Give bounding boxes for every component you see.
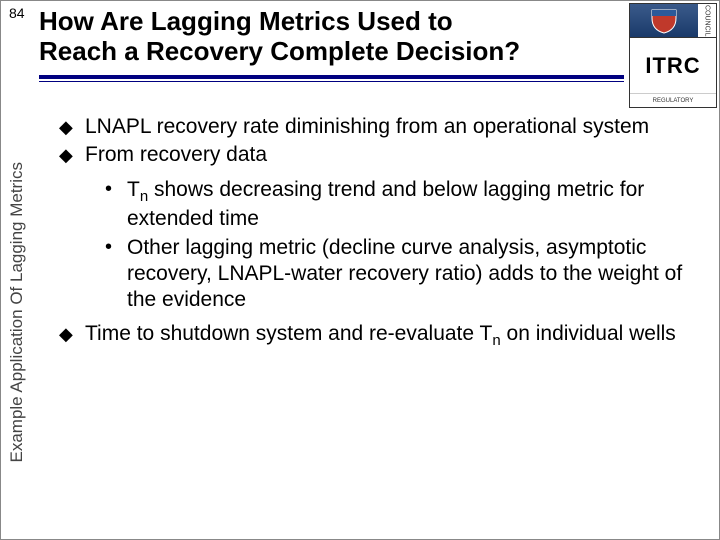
bullet-3: ◆ Time to shutdown system and re-evaluat… bbox=[59, 321, 699, 351]
logo-itrc-text: ITRC bbox=[630, 38, 716, 93]
slide-title: How Are Lagging Metrics Used to Reach a … bbox=[39, 7, 624, 67]
sub-bullet-2: • Other lagging metric (decline curve an… bbox=[105, 235, 699, 314]
diamond-bullet-icon: ◆ bbox=[59, 321, 85, 351]
logo-top-row: COUNCIL bbox=[630, 4, 716, 38]
dot-bullet-icon: • bbox=[105, 177, 127, 233]
bullet-2-text: From recovery data bbox=[85, 142, 699, 168]
diamond-bullet-icon: ◆ bbox=[59, 114, 85, 140]
sub-bullet-1-text: Tn shows decreasing trend and below lagg… bbox=[127, 177, 699, 233]
bullet-1-text: LNAPL recovery rate diminishing from an … bbox=[85, 114, 699, 140]
dot-bullet-icon: • bbox=[105, 235, 127, 314]
title-line-1: How Are Lagging Metrics Used to bbox=[39, 6, 453, 36]
itrc-logo: COUNCIL ITRC REGULATORY bbox=[629, 3, 717, 108]
logo-bottom-text: REGULATORY bbox=[630, 93, 716, 107]
interstate-shield-icon bbox=[630, 4, 698, 37]
bullet-3-text: Time to shutdown system and re-evaluate … bbox=[85, 321, 699, 351]
bullet-2: ◆ From recovery data bbox=[59, 142, 699, 168]
sidebar-label: Example Application Of Lagging Metrics bbox=[3, 141, 31, 484]
sub-bullet-2-text: Other lagging metric (decline curve anal… bbox=[127, 235, 699, 314]
sidebar-label-text: Example Application Of Lagging Metrics bbox=[7, 162, 27, 463]
page-number: 84 bbox=[9, 5, 25, 21]
title-underline bbox=[39, 75, 624, 82]
logo-council-text: COUNCIL bbox=[698, 4, 716, 37]
diamond-bullet-icon: ◆ bbox=[59, 142, 85, 168]
sub-bullet-1: • Tn shows decreasing trend and below la… bbox=[105, 177, 699, 233]
bullet-1: ◆ LNAPL recovery rate diminishing from a… bbox=[59, 114, 699, 140]
slide-container: 84 How Are Lagging Metrics Used to Reach… bbox=[0, 0, 720, 540]
content-area: ◆ LNAPL recovery rate diminishing from a… bbox=[59, 114, 699, 353]
title-line-2: Reach a Recovery Complete Decision? bbox=[39, 36, 520, 66]
header: How Are Lagging Metrics Used to Reach a … bbox=[39, 7, 624, 82]
